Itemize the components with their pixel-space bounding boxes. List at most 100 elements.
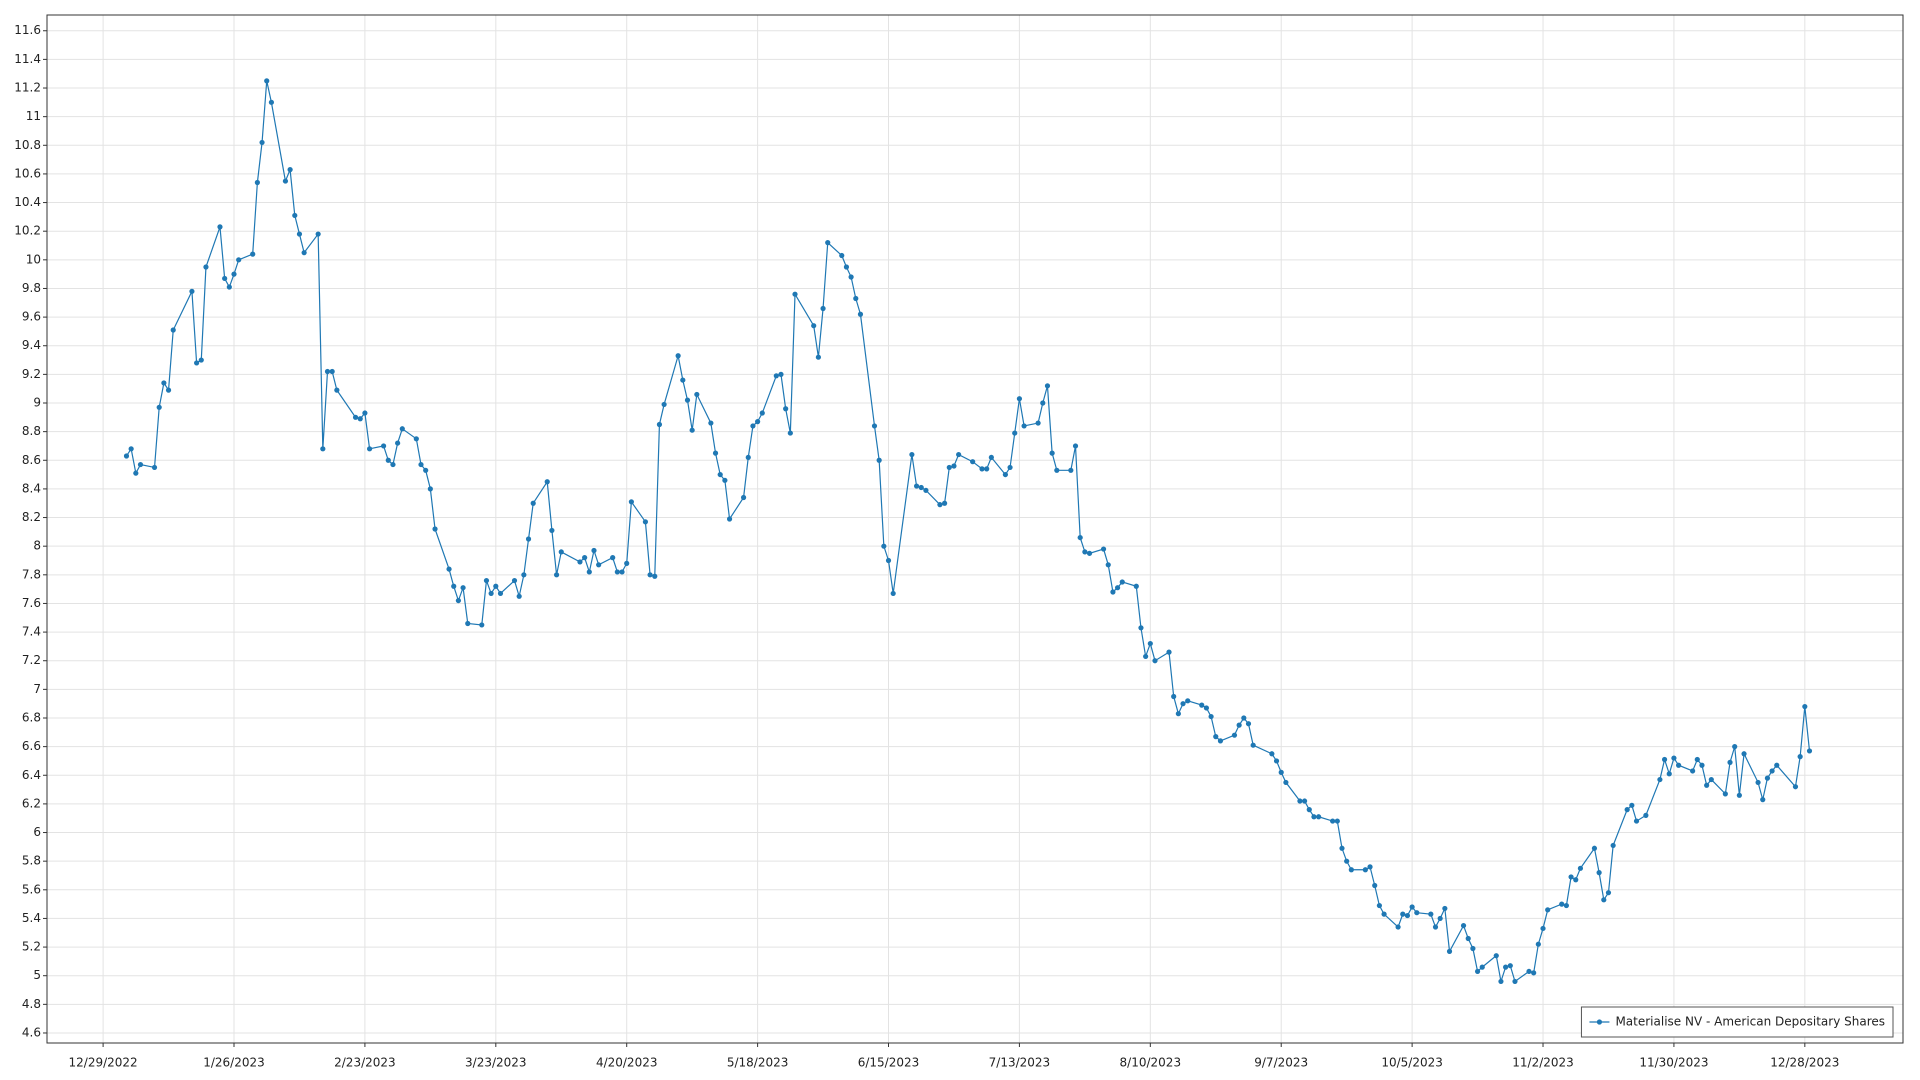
y-tick-label: 6.2 (22, 796, 41, 810)
data-point (717, 471, 723, 478)
data-point (923, 487, 929, 493)
data-point (1278, 769, 1284, 775)
y-tick-label: 10.6 (14, 166, 41, 180)
data-point (773, 373, 779, 379)
data-point (946, 464, 952, 471)
data-point (497, 590, 504, 597)
data-point (1250, 742, 1256, 748)
data-point (1367, 864, 1373, 870)
data-point (1643, 812, 1649, 818)
data-point (483, 577, 490, 584)
y-tick-label: 5.6 (22, 882, 41, 896)
data-point (1362, 867, 1368, 873)
data-point (890, 590, 896, 597)
data-point (446, 566, 452, 572)
data-point (1311, 814, 1317, 820)
data-point (1086, 550, 1093, 556)
data-point (909, 451, 915, 458)
x-tick-label: 7/13/2023 (989, 1056, 1051, 1070)
data-point (591, 547, 597, 554)
x-tick-label: 9/7/2023 (1254, 1056, 1308, 1070)
data-point (1077, 534, 1083, 541)
data-point (203, 264, 209, 270)
y-tick-label: 7.8 (22, 567, 41, 581)
data-point (1395, 924, 1401, 930)
data-point (1797, 754, 1803, 760)
data-point (815, 354, 821, 360)
data-point (1114, 585, 1121, 591)
data-point (1166, 649, 1172, 655)
data-point (301, 250, 307, 256)
data-point (320, 446, 326, 452)
data-point (156, 404, 162, 410)
data-point (1741, 751, 1747, 757)
data-point (151, 464, 158, 471)
data-point (647, 572, 653, 578)
data-point (1432, 924, 1439, 930)
data-point (1531, 970, 1537, 976)
data-point (689, 427, 695, 433)
data-point (1217, 738, 1224, 744)
data-point (1147, 640, 1153, 647)
data-point (493, 583, 499, 589)
data-point (1774, 762, 1780, 768)
data-point (455, 597, 462, 604)
data-point (918, 484, 924, 491)
data-point (460, 585, 466, 591)
data-point (1185, 698, 1191, 704)
data-point (1610, 842, 1616, 849)
y-tick-label: 5.4 (22, 911, 41, 925)
data-point (1297, 798, 1303, 804)
data-point (956, 451, 962, 458)
data-point (881, 543, 887, 549)
data-point (1629, 802, 1635, 808)
data-point (792, 291, 798, 297)
data-point (652, 573, 658, 579)
data-point (722, 477, 728, 483)
data-point (1671, 755, 1677, 761)
data-point (268, 99, 275, 105)
data-point (876, 457, 882, 463)
data-point (1736, 792, 1742, 798)
y-tick-label: 11 (26, 109, 41, 123)
data-point (1171, 693, 1177, 700)
y-tick-label: 4.8 (22, 997, 41, 1011)
data-point (451, 583, 457, 589)
data-point (1269, 751, 1275, 757)
data-point (988, 454, 994, 461)
data-point (1007, 464, 1013, 471)
data-point (1348, 867, 1354, 873)
y-tick-label: 6.4 (22, 768, 41, 782)
y-tick-label: 7.4 (22, 625, 41, 639)
data-point (970, 459, 976, 465)
data-point (1400, 911, 1406, 917)
data-point (1694, 756, 1700, 763)
y-tick-label: 5.8 (22, 854, 41, 868)
data-point (1334, 818, 1340, 824)
data-point (329, 368, 335, 375)
data-point (712, 450, 719, 456)
data-point (222, 275, 228, 282)
data-point (1675, 762, 1682, 768)
data-point (1498, 978, 1504, 985)
data-point (1755, 779, 1761, 786)
data-point (759, 410, 765, 416)
data-point (577, 559, 583, 565)
data-point (1316, 814, 1322, 820)
data-point (1100, 546, 1107, 552)
data-point (619, 569, 625, 575)
data-point (661, 401, 667, 408)
y-tick-label: 6 (33, 825, 41, 839)
data-point (1568, 874, 1574, 880)
data-point (1690, 768, 1696, 774)
data-point (292, 212, 298, 219)
x-tick-label: 10/5/2023 (1381, 1056, 1443, 1070)
data-point (418, 461, 424, 468)
data-point (226, 284, 232, 290)
data-point (413, 436, 419, 442)
data-point (1152, 658, 1158, 664)
data-point (282, 178, 289, 184)
data-point (1526, 968, 1532, 975)
x-tick-label: 6/15/2023 (858, 1056, 920, 1070)
